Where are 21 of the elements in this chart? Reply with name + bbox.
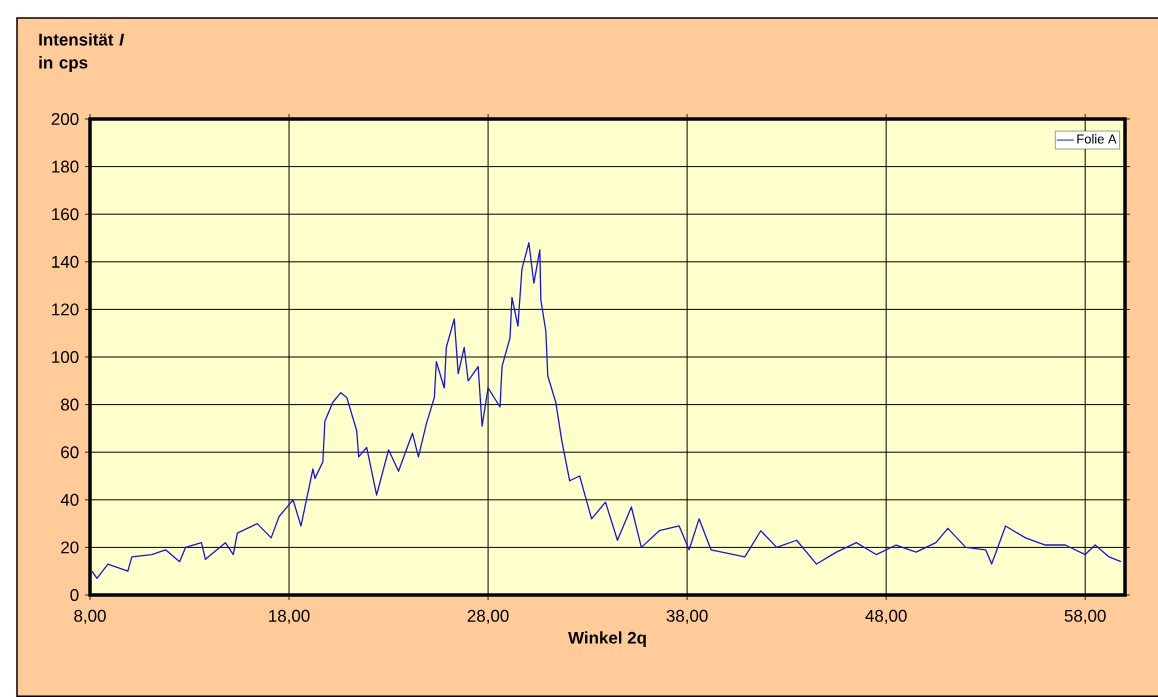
x-axis-title: Winkel 2q <box>568 631 646 648</box>
line-series <box>91 242 1122 579</box>
x-tick-label: 38,00 <box>666 609 708 624</box>
y-tick-label: 0 <box>70 589 79 601</box>
y-tick-label: 80 <box>61 398 79 411</box>
y-tick-label: 120 <box>52 303 79 316</box>
y-tick-label: 140 <box>52 255 79 268</box>
legend-label: Folie A <box>1077 134 1117 144</box>
y-tick-label: 60 <box>61 446 79 459</box>
y-tick-label: 40 <box>60 493 79 506</box>
x-tick-label: 48,00 <box>865 609 907 624</box>
y-tick-label: 100 <box>52 351 79 363</box>
x-tick-label: 28,00 <box>467 609 509 624</box>
text: Intensität I in cps <box>39 33 125 72</box>
x-tick-label: 8,00 <box>74 609 106 624</box>
y-tick-label: 200 <box>51 113 79 125</box>
x-tick-label: 58,00 <box>1064 609 1106 624</box>
x-tick-label: 18,00 <box>269 609 310 624</box>
y-tick-label: 180 <box>52 160 79 173</box>
y-tick-label: 20 <box>61 541 79 554</box>
y-tick-label: 160 <box>52 208 79 221</box>
